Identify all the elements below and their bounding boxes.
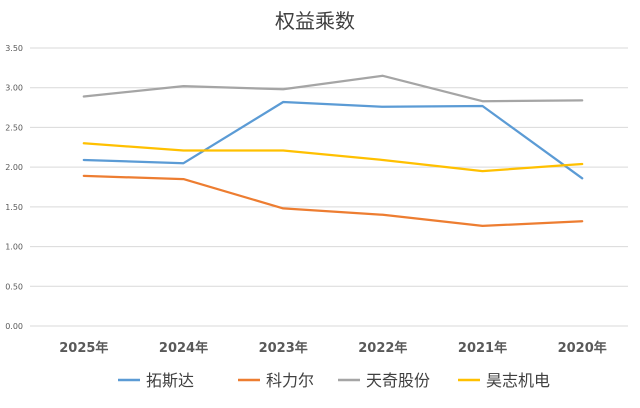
y-tick-label: 3.00 <box>5 84 23 93</box>
x-tick-label: 2025年 <box>59 340 108 356</box>
x-tick-label: 2020年 <box>558 340 607 356</box>
series-line-1 <box>82 174 584 228</box>
y-tick-label: 1.00 <box>5 243 23 252</box>
y-tick-label: 1.50 <box>5 203 23 212</box>
series-line-2 <box>82 74 584 103</box>
y-tick-label: 2.00 <box>5 163 23 172</box>
series-line-3 <box>82 142 584 173</box>
legend-label: 科力尔 <box>266 371 314 390</box>
y-axis-ticks: 0.00 0.50 1.00 1.50 2.00 2.50 3.00 3.50 <box>5 44 23 331</box>
x-tick-label: 2022年 <box>358 340 407 356</box>
y-tick-label: 2.50 <box>5 123 23 132</box>
y-tick-label: 0.00 <box>5 322 23 331</box>
grid-lines <box>30 47 628 327</box>
y-tick-label: 3.50 <box>5 44 23 53</box>
x-axis-ticks: 2025年 2024年 2023年 2022年 2021年 2020年 <box>59 340 607 356</box>
x-tick-label: 2024年 <box>159 340 208 356</box>
series-lines <box>82 74 584 228</box>
y-tick-label: 0.50 <box>5 282 23 291</box>
legend: 拓斯达 科力尔 天奇股份 昊志机电 <box>118 371 550 390</box>
legend-label: 天奇股份 <box>366 371 430 390</box>
x-tick-label: 2023年 <box>259 340 308 356</box>
chart-title: 权益乘数 <box>275 9 355 33</box>
series-line-0 <box>82 100 584 180</box>
legend-label: 昊志机电 <box>486 371 550 390</box>
legend-label: 拓斯达 <box>146 371 194 390</box>
x-tick-label: 2021年 <box>458 340 507 356</box>
